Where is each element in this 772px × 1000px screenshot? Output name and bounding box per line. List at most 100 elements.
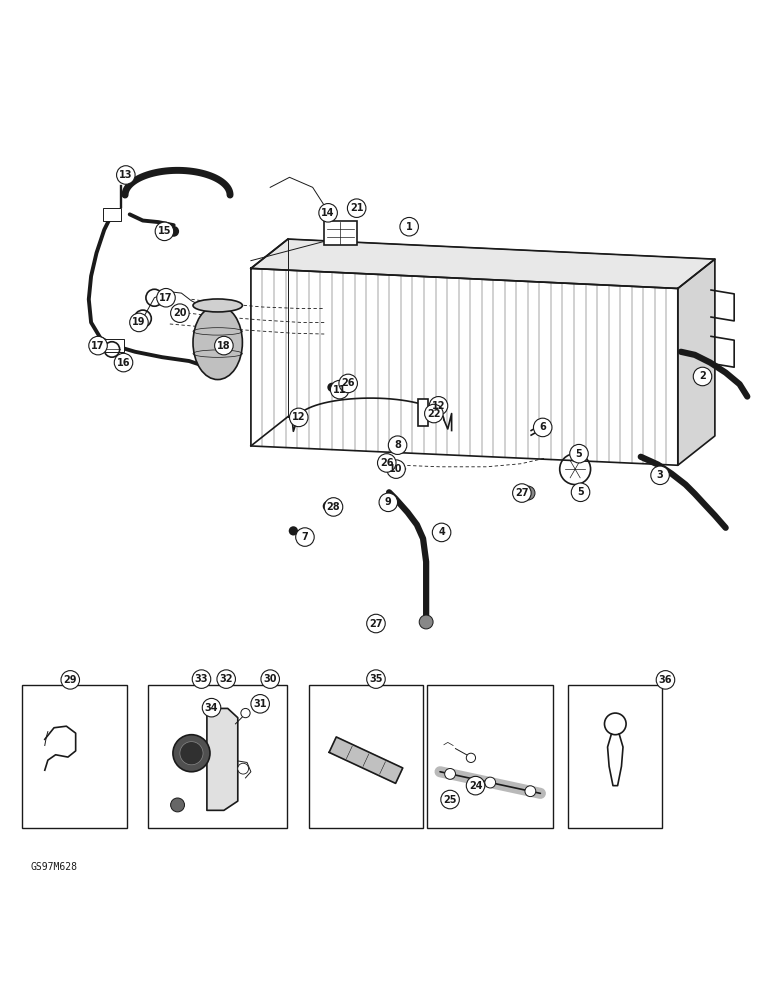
- Circle shape: [432, 523, 451, 542]
- Text: 12: 12: [292, 412, 306, 422]
- Circle shape: [388, 436, 407, 454]
- Circle shape: [651, 466, 669, 485]
- Circle shape: [466, 753, 476, 762]
- Text: 4: 4: [438, 527, 445, 537]
- Text: 22: 22: [427, 409, 441, 419]
- Text: 20: 20: [173, 308, 187, 318]
- Circle shape: [251, 695, 269, 713]
- Text: 29: 29: [63, 675, 77, 685]
- Text: 21: 21: [350, 203, 364, 213]
- Bar: [418, 399, 428, 426]
- Circle shape: [379, 493, 398, 512]
- Text: 28: 28: [327, 502, 340, 512]
- Text: 35: 35: [369, 674, 383, 684]
- Circle shape: [130, 313, 148, 332]
- Bar: [105, 339, 124, 352]
- Bar: [324, 221, 357, 245]
- Ellipse shape: [193, 299, 242, 312]
- Circle shape: [419, 615, 433, 629]
- Text: 5: 5: [577, 487, 584, 497]
- Circle shape: [425, 404, 443, 423]
- Circle shape: [347, 199, 366, 217]
- Circle shape: [367, 614, 385, 633]
- Circle shape: [238, 763, 249, 774]
- Circle shape: [445, 769, 455, 779]
- Circle shape: [525, 786, 536, 797]
- Text: 17: 17: [91, 341, 105, 351]
- Text: 34: 34: [205, 703, 218, 713]
- Circle shape: [157, 288, 175, 307]
- Circle shape: [330, 380, 349, 399]
- Text: 14: 14: [321, 208, 335, 218]
- Circle shape: [323, 501, 334, 512]
- Bar: [309, 685, 423, 828]
- Text: 1: 1: [406, 222, 412, 232]
- Bar: [148, 685, 287, 828]
- Circle shape: [171, 798, 185, 812]
- Text: 26: 26: [341, 378, 355, 388]
- Text: 5: 5: [576, 449, 582, 459]
- Text: 11: 11: [333, 385, 347, 395]
- Circle shape: [466, 776, 485, 795]
- Text: 19: 19: [132, 317, 146, 327]
- Circle shape: [217, 670, 235, 688]
- Bar: [22, 685, 127, 828]
- Polygon shape: [329, 737, 403, 783]
- Text: 12: 12: [432, 401, 445, 411]
- Circle shape: [168, 226, 179, 237]
- Text: 17: 17: [159, 293, 173, 303]
- Circle shape: [571, 483, 590, 502]
- Circle shape: [429, 397, 448, 415]
- Text: 16: 16: [117, 358, 130, 368]
- Text: 27: 27: [369, 619, 383, 629]
- Circle shape: [261, 670, 279, 688]
- Circle shape: [114, 353, 133, 372]
- Text: 8: 8: [394, 440, 401, 450]
- Circle shape: [173, 735, 210, 772]
- Text: 18: 18: [217, 341, 231, 351]
- Polygon shape: [207, 708, 238, 810]
- Circle shape: [171, 304, 189, 322]
- Text: 13: 13: [119, 170, 133, 180]
- Circle shape: [533, 418, 552, 437]
- Polygon shape: [251, 239, 715, 288]
- Text: 33: 33: [195, 674, 208, 684]
- Circle shape: [180, 742, 203, 765]
- Bar: [427, 685, 553, 828]
- Circle shape: [693, 367, 712, 386]
- Circle shape: [327, 383, 337, 392]
- Circle shape: [117, 166, 135, 184]
- Circle shape: [570, 444, 588, 463]
- Circle shape: [215, 336, 233, 355]
- Circle shape: [296, 528, 314, 546]
- Text: 7: 7: [302, 532, 308, 542]
- Ellipse shape: [193, 305, 242, 380]
- Circle shape: [241, 708, 250, 718]
- Text: 32: 32: [219, 674, 233, 684]
- Bar: [568, 685, 662, 828]
- Text: 9: 9: [385, 497, 391, 507]
- Text: 26: 26: [380, 458, 394, 468]
- Circle shape: [89, 336, 107, 355]
- Text: 36: 36: [659, 675, 672, 685]
- Circle shape: [290, 408, 308, 427]
- Text: 2: 2: [699, 371, 706, 381]
- Text: 30: 30: [263, 674, 277, 684]
- Circle shape: [155, 222, 174, 241]
- Circle shape: [485, 777, 496, 788]
- Circle shape: [656, 671, 675, 689]
- Circle shape: [289, 526, 298, 536]
- Circle shape: [400, 217, 418, 236]
- Text: 24: 24: [469, 781, 482, 791]
- Text: 25: 25: [443, 795, 457, 805]
- Circle shape: [324, 498, 343, 516]
- Circle shape: [367, 670, 385, 688]
- Circle shape: [319, 204, 337, 222]
- Circle shape: [513, 484, 531, 502]
- Circle shape: [343, 381, 352, 390]
- Text: 31: 31: [253, 699, 267, 709]
- Text: GS97M628: GS97M628: [31, 862, 78, 872]
- Circle shape: [339, 374, 357, 393]
- Circle shape: [381, 461, 391, 470]
- Text: 10: 10: [389, 464, 403, 474]
